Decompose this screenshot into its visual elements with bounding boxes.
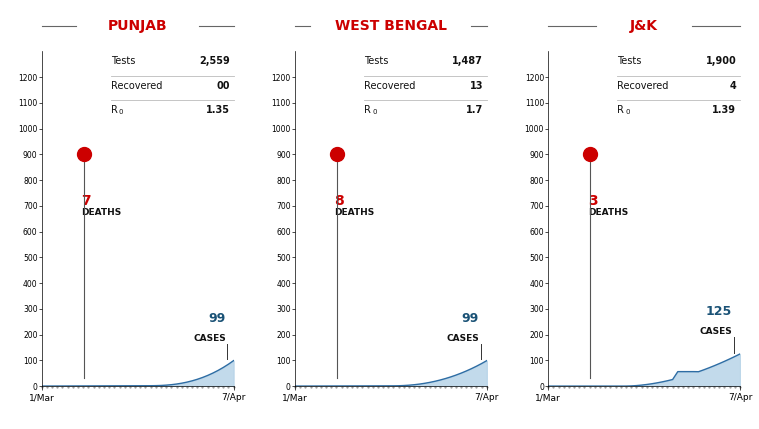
Text: R: R xyxy=(617,105,624,115)
Text: 99: 99 xyxy=(209,311,226,325)
Text: 3: 3 xyxy=(587,194,597,208)
Text: 0: 0 xyxy=(625,109,630,115)
Text: CASES: CASES xyxy=(700,327,732,336)
Text: 7: 7 xyxy=(81,194,91,208)
Text: R: R xyxy=(364,105,371,115)
Text: 13: 13 xyxy=(470,81,483,91)
Text: DEATHS: DEATHS xyxy=(81,208,121,218)
Text: WEST BENGAL: WEST BENGAL xyxy=(335,19,447,33)
Text: CASES: CASES xyxy=(446,334,479,343)
Text: DEATHS: DEATHS xyxy=(587,208,628,218)
Text: Tests: Tests xyxy=(617,57,641,66)
Text: R: R xyxy=(111,105,118,115)
Text: 8: 8 xyxy=(335,194,345,208)
Text: PUNJAB: PUNJAB xyxy=(108,19,168,33)
Text: 1,900: 1,900 xyxy=(705,57,736,66)
Text: Tests: Tests xyxy=(364,57,389,66)
Text: DEATHS: DEATHS xyxy=(335,208,375,218)
Text: 1,487: 1,487 xyxy=(452,57,483,66)
Text: CASES: CASES xyxy=(193,334,226,343)
Text: J&K: J&K xyxy=(630,19,658,33)
Text: 125: 125 xyxy=(706,305,732,318)
Text: 0: 0 xyxy=(372,109,376,115)
Text: 1.39: 1.39 xyxy=(712,105,736,115)
Text: Recovered: Recovered xyxy=(617,81,669,91)
Text: 99: 99 xyxy=(461,311,479,325)
Text: Recovered: Recovered xyxy=(364,81,415,91)
Text: 4: 4 xyxy=(729,81,736,91)
Text: Recovered: Recovered xyxy=(111,81,162,91)
Text: 1.7: 1.7 xyxy=(466,105,483,115)
Text: Tests: Tests xyxy=(111,57,135,66)
Text: 2,559: 2,559 xyxy=(199,57,230,66)
Text: 0: 0 xyxy=(119,109,124,115)
Text: 00: 00 xyxy=(216,81,230,91)
Text: 1.35: 1.35 xyxy=(206,105,230,115)
